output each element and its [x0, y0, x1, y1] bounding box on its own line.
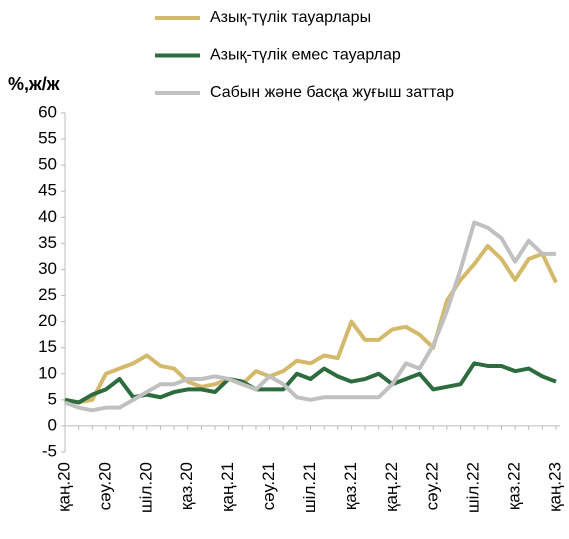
y-tick-label: 20	[38, 311, 57, 330]
x-tick-label: қаң.20	[54, 462, 73, 512]
y-tick-label: 5	[48, 389, 57, 408]
y-tick-label: 60	[38, 102, 57, 121]
x-tick-label: шіл.21	[300, 462, 319, 513]
x-tick-label: қаз.22	[505, 462, 524, 510]
y-tick-label: 40	[38, 207, 57, 226]
y-tick-label: 30	[38, 259, 57, 278]
y-axis-label: %,ж/ж	[8, 74, 60, 94]
x-tick-label: сәу.21	[259, 462, 278, 510]
y-tick-label: -5	[42, 441, 57, 460]
y-tick-label: 15	[38, 337, 57, 356]
x-tick-label: шіл.22	[464, 462, 483, 513]
y-tick-label: 0	[48, 415, 57, 434]
legend-label: Сабын және басқа жуғыш заттар	[210, 84, 454, 101]
y-tick-label: 10	[38, 363, 57, 382]
y-tick-label: 50	[38, 155, 57, 174]
x-tick-label: қаң.22	[382, 462, 401, 512]
series-line	[64, 243, 558, 405]
x-tick-label: қаң.21	[218, 462, 237, 512]
x-tick-label: қаз.20	[177, 462, 196, 510]
y-tick-label: 25	[38, 285, 57, 304]
y-tick-label: 35	[38, 233, 57, 252]
x-tick-label: сәу.20	[95, 462, 114, 510]
x-tick-label: қаң.23	[545, 462, 564, 512]
y-tick-label: 55	[38, 129, 57, 148]
y-tick-label: 45	[38, 181, 57, 200]
legend-label: Азық-түлік тауарлары	[210, 9, 371, 26]
x-tick-label: қаз.21	[341, 462, 360, 510]
x-tick-label: сәу.22	[423, 462, 442, 510]
series-line	[64, 361, 557, 405]
x-tick-label: шіл.20	[136, 462, 155, 513]
legend-label: Азық-түлік емес тауарлар	[210, 47, 401, 64]
series-line	[64, 220, 556, 413]
